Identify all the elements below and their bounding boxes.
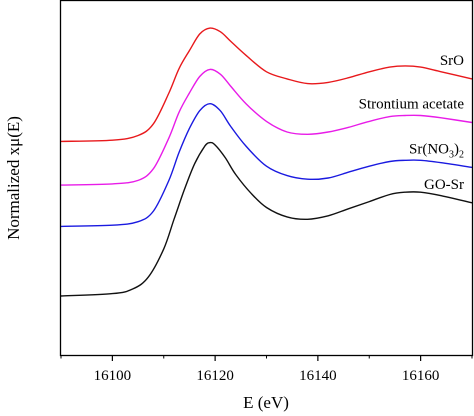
series-line-strontium-acetate: [60, 68, 473, 186]
series-labels: SrO Strontium acetate Sr(NO3)2 GO-Sr: [359, 53, 465, 193]
series-line-go-sr: [60, 141, 473, 297]
x-tick-label: 16160: [402, 368, 440, 384]
x-tick-label: 16100: [94, 368, 132, 384]
series-line-sr-no3-2: [60, 103, 473, 228]
x-axis: 16100 16120 16140 16160: [60, 355, 473, 384]
series-label-sro: SrO: [440, 53, 464, 69]
curves-layer: [60, 27, 473, 297]
series-label-strontium-acetate: Strontium acetate: [359, 97, 465, 113]
series-line-sro: [60, 27, 473, 143]
x-tick-label: 16140: [299, 368, 337, 384]
plot-frame: [59, 0, 474, 357]
x-tick-label: 16120: [196, 368, 234, 384]
series-label-sr-no3-2: Sr(NO3)2: [409, 141, 464, 160]
series-label-go-sr: GO-Sr: [424, 177, 464, 193]
y-axis-label: Normalized xμ(E): [4, 116, 23, 240]
x-axis-label: E (eV): [243, 393, 289, 412]
